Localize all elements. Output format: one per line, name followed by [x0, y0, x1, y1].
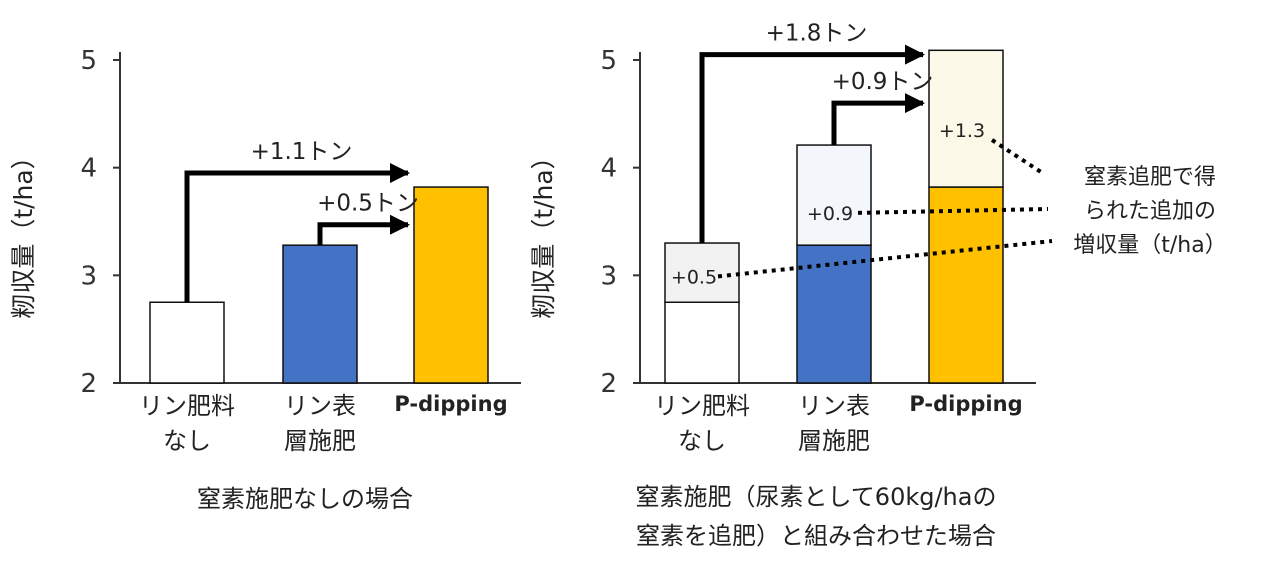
difference-label: +0.9トン — [832, 69, 934, 95]
x-tick-label: P-dipping — [909, 392, 1022, 416]
difference-arrow — [184, 163, 410, 303]
panel-caption: 窒素施肥なしの場合 — [197, 485, 413, 513]
annotation-text: 増収量（t/ha） — [1073, 233, 1226, 258]
bar-base-segment — [664, 301, 740, 384]
bar — [149, 301, 225, 384]
bar-base-segment — [928, 186, 1004, 384]
y-tick-label: 5 — [80, 46, 97, 76]
x-tick-label: なし — [678, 427, 726, 455]
difference-arrow — [699, 44, 925, 244]
bar — [282, 244, 358, 384]
bar — [413, 186, 489, 384]
difference-arrow — [831, 93, 925, 146]
x-tick-label: リン表 — [284, 392, 356, 420]
annotation-text: 窒素追肥で得 — [1084, 165, 1216, 190]
x-tick-label: 層施肥 — [798, 427, 870, 455]
difference-label: +1.8トン — [766, 21, 868, 47]
y-tick-label: 5 — [600, 46, 617, 76]
y-tick-label: 3 — [80, 261, 97, 291]
increment-label: +0.5 — [671, 266, 717, 288]
x-tick-label: リン肥料 — [139, 392, 235, 420]
y-axis-label: 籾収量（t/ha） — [9, 144, 38, 318]
panel-caption: 窒素を追肥）と組み合わせた場合 — [636, 522, 996, 550]
increment-label: +1.3 — [939, 120, 985, 142]
y-tick-label: 3 — [600, 261, 617, 291]
y-tick-label: 2 — [600, 369, 617, 399]
y-tick-label: 4 — [600, 154, 617, 184]
difference-label: +1.1トン — [251, 139, 353, 165]
difference-label: +0.5トン — [317, 191, 419, 217]
x-tick-label: P-dipping — [394, 392, 507, 416]
leader-line — [717, 239, 1053, 279]
bar-increment-segment — [928, 49, 1004, 188]
y-axis-label: 籾収量（t/ha） — [529, 144, 558, 318]
y-tick-label: 2 — [80, 369, 97, 399]
x-tick-label: なし — [163, 427, 211, 455]
x-tick-label: リン肥料 — [654, 392, 750, 420]
panel-caption: 窒素施肥（尿素として60kg/haの — [636, 483, 997, 511]
bar-increment-segment — [796, 144, 872, 246]
difference-arrow — [317, 214, 410, 246]
annotation-text: られた追加の — [1084, 199, 1216, 224]
increment-label: +0.9 — [807, 203, 853, 225]
leader-line — [990, 138, 1046, 176]
x-tick-label: リン表 — [798, 392, 870, 420]
x-tick-label: 層施肥 — [284, 427, 356, 455]
y-tick-label: 4 — [80, 154, 97, 184]
